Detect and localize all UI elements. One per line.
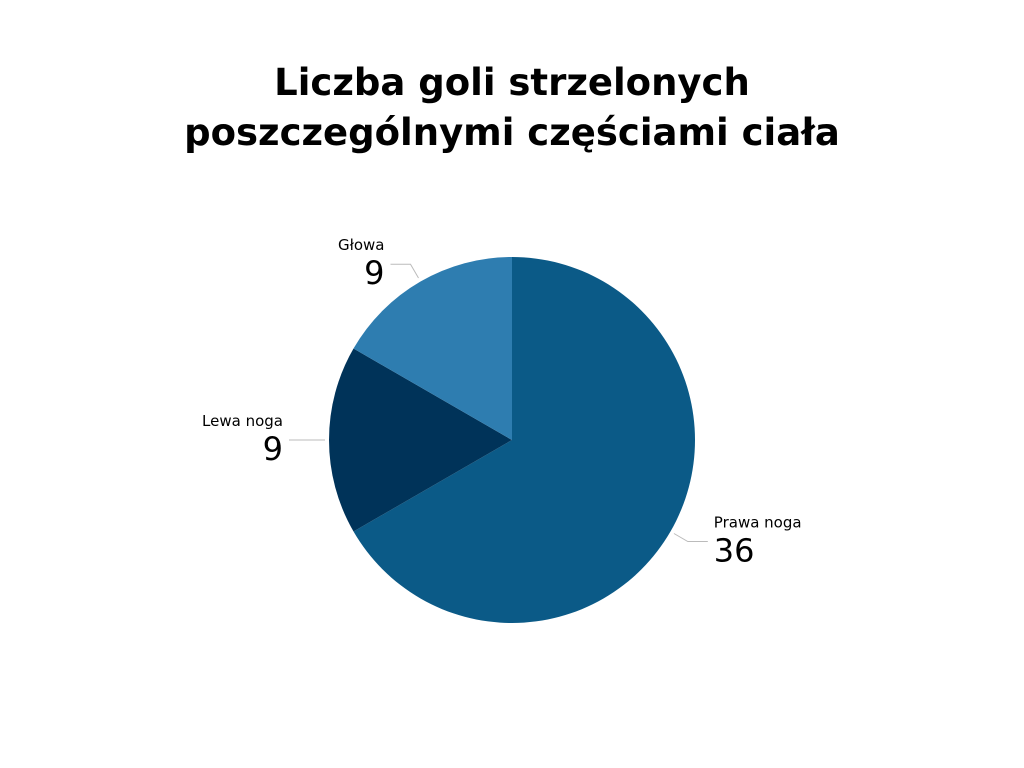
chart-title: Liczba goli strzelonych poszczególnymi c… [184,61,840,154]
slice-label: Głowa [338,236,385,254]
slice-label: Prawa noga [714,514,802,532]
slice-label: Lewa noga [202,412,283,430]
value-label: 9 [263,430,283,468]
value-label: 9 [364,254,384,292]
pie-slice [353,257,695,623]
value-label: 36 [714,532,755,570]
leader-line [673,533,708,542]
leader-line [390,263,419,279]
pie-slice [329,348,512,532]
pie-slice [353,257,512,440]
